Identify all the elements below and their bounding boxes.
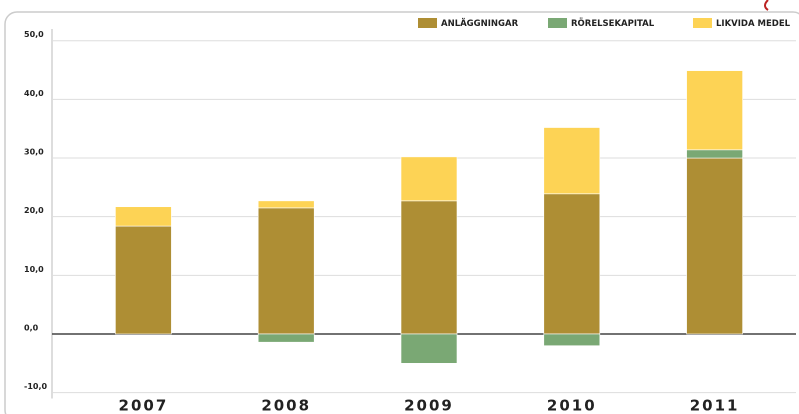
bar-segment [686, 70, 743, 151]
y-tick-label: 20,0 [24, 206, 44, 215]
bar-segment [400, 156, 458, 202]
y-tick-label: 50,0 [24, 30, 44, 39]
bar-segment [686, 149, 743, 159]
bar-segment [400, 200, 458, 335]
bar-segment [543, 193, 601, 335]
chart-frame [4, 11, 799, 414]
bar-segment [257, 207, 315, 335]
x-tick-label: 2007 [119, 397, 169, 414]
legend-label: LIKVIDA MEDEL [716, 19, 791, 29]
bar-segment [115, 206, 172, 227]
legend-label: ANLÄGGNINGAR [441, 18, 519, 29]
y-tick-label: -10,0 [24, 382, 47, 391]
logo-fragment [764, 0, 769, 11]
x-tick-label: 2009 [404, 397, 454, 414]
y-tick-label: 0,0 [24, 323, 39, 332]
bar-segment [400, 333, 458, 364]
bar-segment [257, 333, 315, 343]
bar-segment [543, 127, 601, 195]
y-tick-label: 10,0 [24, 265, 44, 274]
bar-segment [686, 157, 743, 335]
x-tick-label: 2008 [261, 397, 311, 414]
bar-segment [257, 200, 315, 209]
y-tick-label: 40,0 [24, 89, 44, 98]
legend-swatch [418, 18, 437, 28]
legend-swatch [548, 18, 567, 28]
x-tick-label: 2010 [547, 397, 597, 414]
x-tick-label: 2011 [690, 397, 740, 414]
legend-label: RÖRELSEKAPITAL [571, 18, 655, 29]
legend-swatch [693, 18, 712, 28]
bar-segment [543, 333, 601, 347]
bar-segment [115, 225, 172, 335]
y-tick-label: 30,0 [24, 148, 44, 157]
